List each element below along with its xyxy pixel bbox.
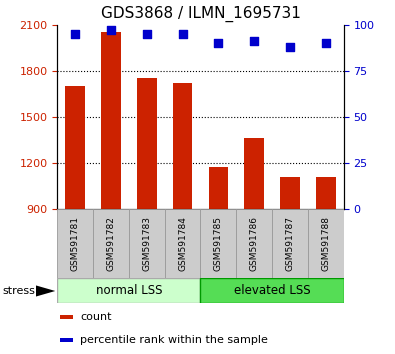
Text: GSM591785: GSM591785 <box>214 216 223 271</box>
Bar <box>101 32 121 209</box>
Bar <box>236 209 272 278</box>
Bar <box>173 83 192 209</box>
Text: percentile rank within the sample: percentile rank within the sample <box>80 335 268 346</box>
Point <box>72 31 78 37</box>
Bar <box>57 278 201 303</box>
Bar <box>308 209 344 278</box>
Bar <box>60 315 73 319</box>
Bar <box>280 177 300 209</box>
Text: GSM591788: GSM591788 <box>321 216 330 271</box>
Text: GSM591782: GSM591782 <box>107 216 115 271</box>
Bar <box>129 209 165 278</box>
Bar <box>165 209 201 278</box>
Bar <box>60 338 73 342</box>
Bar <box>201 209 236 278</box>
Bar <box>201 278 344 303</box>
Point <box>323 40 329 46</box>
Title: GDS3868 / ILMN_1695731: GDS3868 / ILMN_1695731 <box>100 6 301 22</box>
Text: GSM591786: GSM591786 <box>250 216 259 271</box>
Text: GSM591787: GSM591787 <box>286 216 294 271</box>
Text: normal LSS: normal LSS <box>96 284 162 297</box>
Text: stress: stress <box>2 286 35 296</box>
Bar <box>93 209 129 278</box>
Point <box>215 40 222 46</box>
Point <box>251 39 257 44</box>
Bar <box>245 138 264 209</box>
Bar <box>209 167 228 209</box>
Bar <box>137 79 156 209</box>
Text: count: count <box>80 312 111 322</box>
Bar <box>272 209 308 278</box>
Text: GSM591784: GSM591784 <box>178 216 187 271</box>
Point <box>144 31 150 37</box>
Bar <box>316 177 336 209</box>
Point <box>287 44 293 50</box>
Point <box>108 28 114 33</box>
Text: GSM591783: GSM591783 <box>142 216 151 271</box>
Point <box>179 31 186 37</box>
Bar <box>65 86 85 209</box>
Text: GSM591781: GSM591781 <box>71 216 80 271</box>
Polygon shape <box>36 285 55 297</box>
Text: elevated LSS: elevated LSS <box>234 284 310 297</box>
Bar <box>57 209 93 278</box>
